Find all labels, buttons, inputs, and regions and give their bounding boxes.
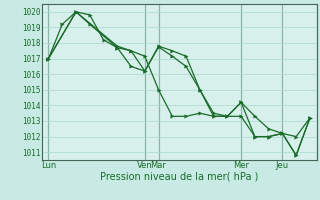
X-axis label: Pression niveau de la mer( hPa ): Pression niveau de la mer( hPa ) xyxy=(100,172,258,182)
